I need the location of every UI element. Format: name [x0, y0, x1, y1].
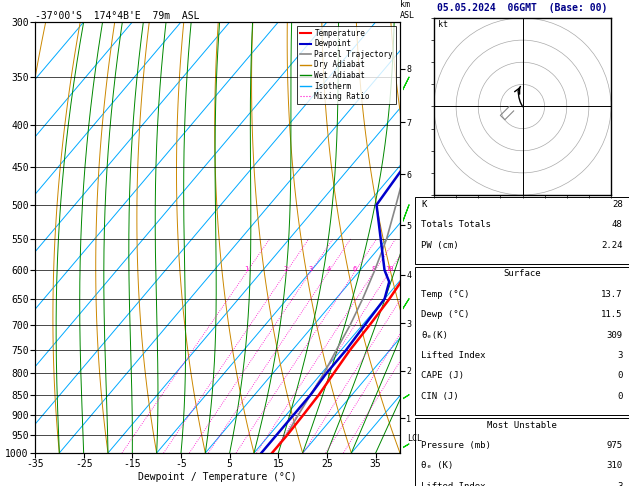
Text: 0: 0 — [617, 392, 623, 400]
Text: 28: 28 — [612, 200, 623, 209]
Text: 3: 3 — [617, 351, 623, 360]
Text: 8: 8 — [372, 266, 376, 272]
Text: 2: 2 — [284, 266, 288, 272]
Bar — [415, 197, 629, 264]
Text: 11.5: 11.5 — [601, 310, 623, 319]
Text: 2.24: 2.24 — [601, 241, 623, 250]
Text: Lifted Index: Lifted Index — [421, 482, 486, 486]
X-axis label: Dewpoint / Temperature (°C): Dewpoint / Temperature (°C) — [138, 472, 297, 482]
Text: 13.7: 13.7 — [601, 290, 623, 299]
Text: LCL: LCL — [408, 434, 422, 443]
Text: 310: 310 — [606, 461, 623, 470]
Text: CIN (J): CIN (J) — [421, 392, 459, 400]
Text: Surface: Surface — [503, 269, 541, 278]
Text: PW (cm): PW (cm) — [421, 241, 459, 250]
Text: 4: 4 — [326, 266, 330, 272]
Bar — [415, 267, 629, 415]
Text: Dewp (°C): Dewp (°C) — [421, 310, 470, 319]
Text: 3: 3 — [308, 266, 313, 272]
Text: θₑ(K): θₑ(K) — [421, 330, 448, 340]
Text: Lifted Index: Lifted Index — [421, 351, 486, 360]
Y-axis label: hPa: hPa — [0, 229, 3, 246]
Text: K: K — [421, 200, 427, 209]
Text: Most Unstable: Most Unstable — [487, 420, 557, 430]
Text: CAPE (J): CAPE (J) — [421, 371, 464, 381]
Text: km
ASL: km ASL — [400, 0, 415, 20]
Text: Totals Totals: Totals Totals — [421, 220, 491, 229]
Text: -37°00'S  174°4B'E  79m  ASL: -37°00'S 174°4B'E 79m ASL — [35, 11, 199, 21]
Text: 05.05.2024  06GMT  (Base: 00): 05.05.2024 06GMT (Base: 00) — [437, 3, 607, 13]
Text: Temp (°C): Temp (°C) — [421, 290, 470, 299]
Bar — [415, 418, 629, 486]
Text: 3: 3 — [617, 482, 623, 486]
Text: 6: 6 — [352, 266, 357, 272]
Text: 975: 975 — [606, 441, 623, 450]
Text: 0: 0 — [617, 371, 623, 381]
Text: 10: 10 — [385, 266, 393, 272]
Text: 48: 48 — [612, 220, 623, 229]
Text: 1: 1 — [245, 266, 248, 272]
Text: Pressure (mb): Pressure (mb) — [421, 441, 491, 450]
Text: kt: kt — [438, 20, 448, 29]
Text: θₑ (K): θₑ (K) — [421, 461, 454, 470]
Legend: Temperature, Dewpoint, Parcel Trajectory, Dry Adiabat, Wet Adiabat, Isotherm, Mi: Temperature, Dewpoint, Parcel Trajectory… — [297, 26, 396, 104]
Text: 309: 309 — [606, 330, 623, 340]
